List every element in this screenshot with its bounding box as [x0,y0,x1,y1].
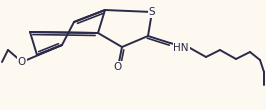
Text: O: O [114,62,122,72]
Text: HN: HN [173,43,189,53]
Text: S: S [149,7,155,17]
Text: O: O [18,57,26,67]
